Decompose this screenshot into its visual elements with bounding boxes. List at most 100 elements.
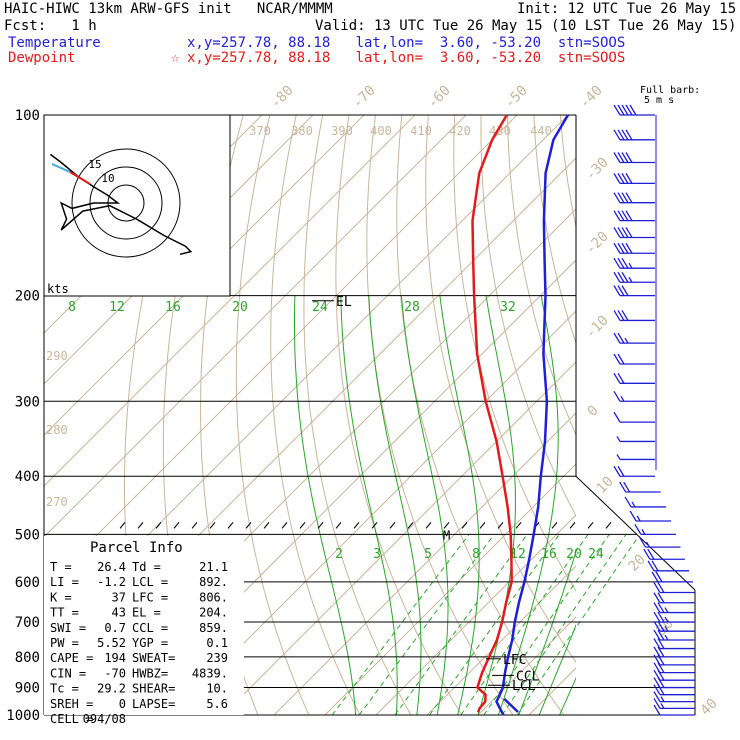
pressure-tick-label: 400 [15,469,40,485]
mixing-ratio-label: 2 [335,547,343,562]
dry-adiabat-line [507,115,576,437]
wind-barb-flag [653,646,661,658]
hatch-mark [155,522,162,529]
wind-barb-half [616,454,621,460]
hodograph-trace [49,153,193,256]
moist-adiabat-label: 24 [312,300,328,315]
dry-adiabat-line [453,115,576,592]
wind-barb-flag [617,310,625,321]
wind-barb-flag [621,104,629,116]
wind-barb [613,152,655,164]
wind-barb-flag [653,662,661,673]
dry-adiabat-line [692,115,740,715]
parcel-info-key: LCL = [132,575,168,589]
hodograph-ring [71,148,181,258]
forecast-hour: Fcst: 1 h [4,18,97,34]
wind-barb-flag [625,173,633,184]
wind-barb-flag [653,592,661,604]
parcel-info-title: Parcel Info [90,540,183,556]
wind-barb-flag [619,481,627,493]
m-level-label: M [443,528,450,542]
parcel-info-key: Tc = [50,682,79,696]
parcel-info-key: T = [50,560,72,574]
wind-barb-flag [617,242,625,254]
theta-label-top: 380 [291,124,313,138]
wind-barb-flag [625,104,633,116]
dry-adiabat-line [559,115,576,230]
wind-barb [613,129,655,141]
isotherm-label-right: -10 [583,313,612,342]
wind-barb-flag [613,242,621,254]
wind-barb-flag [653,582,661,593]
wind-barb [613,210,655,222]
parcel-info-value: 094/08 [83,712,126,726]
wind-barb-flag [621,227,629,238]
wind-barb [643,548,685,560]
mixing-ratio-label: 8 [472,547,480,562]
wind-barb-flag [617,152,625,163]
profile-series [471,114,570,716]
dry-adiabat-line [719,115,740,715]
parcel-info-value: 10. [206,682,228,696]
wind-barb-flag [621,210,629,221]
wind-barb [619,481,661,493]
hatch-mark [569,522,576,529]
wind-barb-flag [638,536,647,548]
mixing-ratio-label: 12 [510,547,526,562]
isotherm-line [44,115,416,487]
moist-adiabat-label: 8 [68,300,76,315]
dry-adiabat-line [666,115,740,715]
wind-barb [653,646,695,658]
parcel-info-key: LI = [50,575,79,589]
wind-barb-flag [623,481,631,493]
lfc-level-label: LFC [503,653,526,668]
hatch-mark [515,522,522,529]
isotherm-label-right: 0 [585,403,602,420]
theta-label-left: 290 [46,349,68,363]
parcel-info-value: 806. [199,590,228,604]
theta-label-left: 270 [46,495,68,509]
wind-barb-flag [657,654,665,666]
parcel-info-key: SWEAT= [132,651,175,665]
hatch-mark [587,522,594,529]
hodograph-units-label: kts [47,282,69,296]
wind-barb [613,173,655,185]
dewpoint-marker-icon: ☆ [171,50,180,66]
hodograph-ring-label: 15 [88,158,101,171]
dry-adiabat-line [335,115,463,715]
wind-barb-flag [657,602,665,613]
parcel-info-value: 194 [104,651,126,665]
wind-barb-flag [653,704,661,716]
wind-barb [613,257,655,269]
moist-adiabat-line [538,623,576,715]
isotherm-label-top: -70 [350,83,379,112]
parcel-info-key: YGP = [132,636,168,650]
wind-barb [653,602,695,614]
wind-barb-half [620,395,625,402]
wind-barb-flag [647,560,655,572]
wind-barb-flag [655,571,663,583]
wind-barb-flag [653,691,661,702]
parcel-info-value: 21.1 [199,560,228,574]
wind-barb [653,620,695,632]
wind-barb [653,592,695,604]
isotherm-label-top: -80 [268,83,297,112]
hatch-mark [479,522,486,529]
wind-barb-flag [634,524,642,535]
wind-barb-flag [625,210,633,221]
hatch-mark [461,522,468,529]
wind-barb-flag [621,152,629,163]
wind-barb-flag [617,210,625,221]
hatch-mark [137,522,144,529]
wind-barb-flag [657,592,665,604]
pressure-tick-label: 1000 [6,708,40,724]
wind-barb-flag [613,210,621,221]
wind-barb-flag [613,332,621,344]
wind-barb [613,104,655,116]
pressure-tick-label: 900 [15,681,40,697]
moist-adiabat-line [368,295,422,715]
wind-barb-flag [617,129,625,141]
parcel-info-key: TT = [50,606,79,620]
wind-barb [653,684,695,696]
